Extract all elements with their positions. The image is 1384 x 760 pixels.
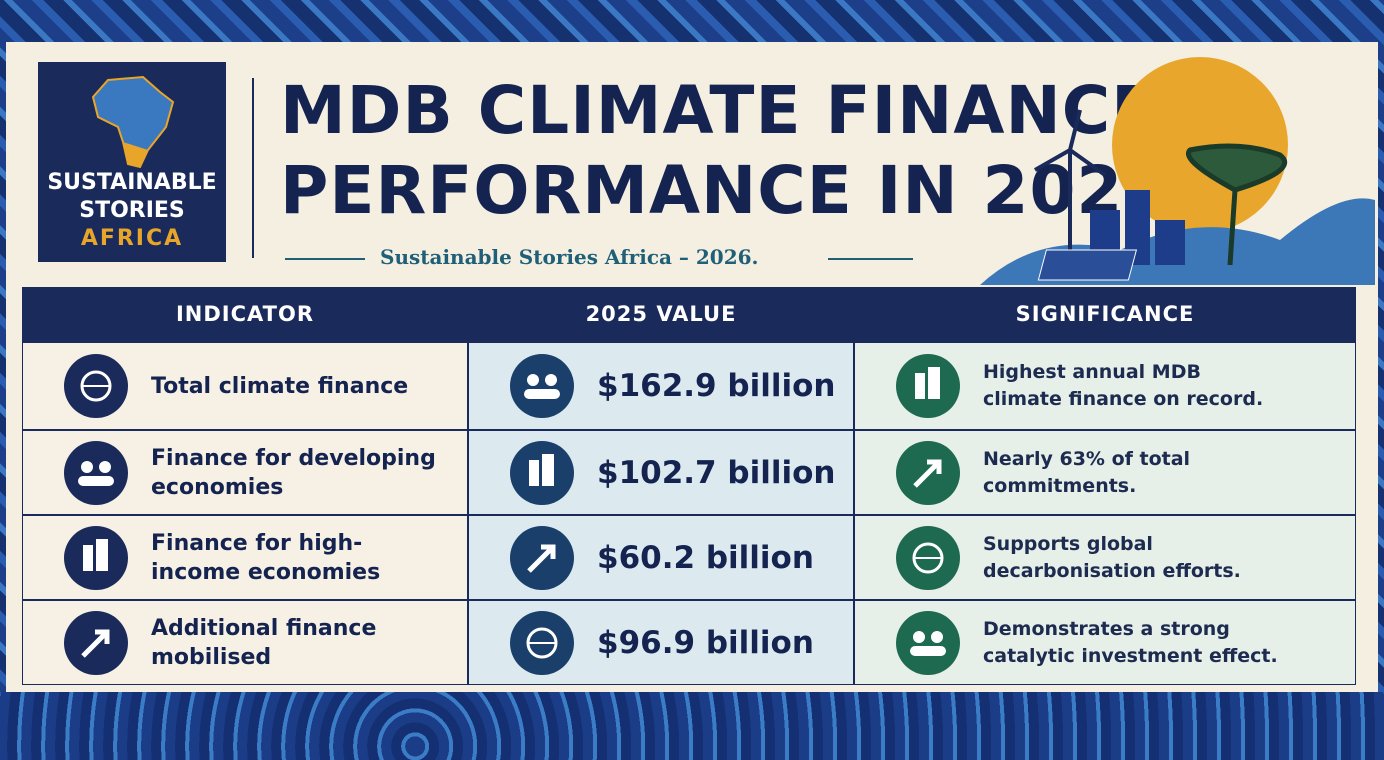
logo-text: SUSTAINABLE	[47, 170, 217, 195]
table-cell: $60.2 billion	[468, 515, 854, 600]
table-cell: Highest annual MDB climate finance on re…	[854, 342, 1356, 430]
icon	[896, 354, 960, 418]
column-header: SIGNIFICANCE	[1015, 302, 1195, 326]
table-cell: $162.9 billion	[468, 342, 854, 430]
illustration	[980, 57, 1375, 285]
icon	[510, 440, 574, 505]
data-table: INDICATOR 2025 VALUE SIGNIFICANCE Total cli…	[22, 287, 1356, 685]
icon	[510, 525, 574, 590]
rule	[828, 258, 913, 260]
table-cell: $96.9 billion	[468, 600, 854, 685]
cell-text: Finance for high-income economies	[151, 530, 381, 585]
icon	[896, 440, 960, 505]
cell-text: Supports global decarbonisation efforts.	[983, 532, 1241, 582]
cell-text: Demonstrates a strong catalytic investme…	[983, 617, 1278, 667]
africa-map	[91, 75, 175, 169]
cell-text: Highest annual MDB climate finance on re…	[983, 361, 1264, 410]
subtitle: Sustainable Stories Africa – 2026.	[380, 245, 759, 269]
icon	[64, 354, 128, 418]
divider	[252, 78, 254, 258]
cell-text: Finance for developing economies	[151, 445, 436, 500]
logo: SUSTAINABLE STORIES AFRICA	[38, 62, 226, 262]
table-cell: Finance for developing economies	[22, 430, 468, 515]
cell-text: $102.7 billion	[597, 454, 836, 491]
logo-text: STORIES	[79, 198, 185, 223]
table-cell: Total climate finance	[22, 342, 468, 430]
cell-text: Additional finance mobilised	[151, 615, 377, 670]
cell-text: Total climate finance	[151, 373, 409, 399]
logo-text: AFRICA	[80, 226, 184, 251]
table-cell: Nearly 63% of total commitments.	[854, 430, 1356, 515]
table-cell: Supports global decarbonisation efforts.	[854, 515, 1356, 600]
table-cell: $102.7 billion	[468, 430, 854, 515]
icon	[64, 525, 128, 590]
table-cell: Demonstrates a strong catalytic investme…	[854, 600, 1356, 685]
decor-band	[0, 692, 1384, 760]
icon	[896, 525, 960, 590]
table-cell: Finance for high-income economies	[22, 515, 468, 600]
table-cell: Additional finance mobilised	[22, 600, 468, 685]
column-header: 2025 VALUE	[585, 302, 737, 326]
icon	[64, 610, 128, 675]
icon	[896, 610, 960, 675]
title: MDB CLIMATE FINANCE	[280, 72, 1158, 149]
cell-text: $60.2 billion	[597, 539, 814, 576]
icon	[510, 610, 574, 675]
cell-text: Nearly 63% of total commitments.	[983, 447, 1191, 497]
column-header: INDICATOR	[175, 302, 314, 326]
rule	[285, 258, 365, 260]
cell-text: $162.9 billion	[597, 368, 836, 404]
icon	[64, 440, 128, 505]
icon	[510, 354, 574, 418]
cell-text: $96.9 billion	[597, 624, 814, 661]
